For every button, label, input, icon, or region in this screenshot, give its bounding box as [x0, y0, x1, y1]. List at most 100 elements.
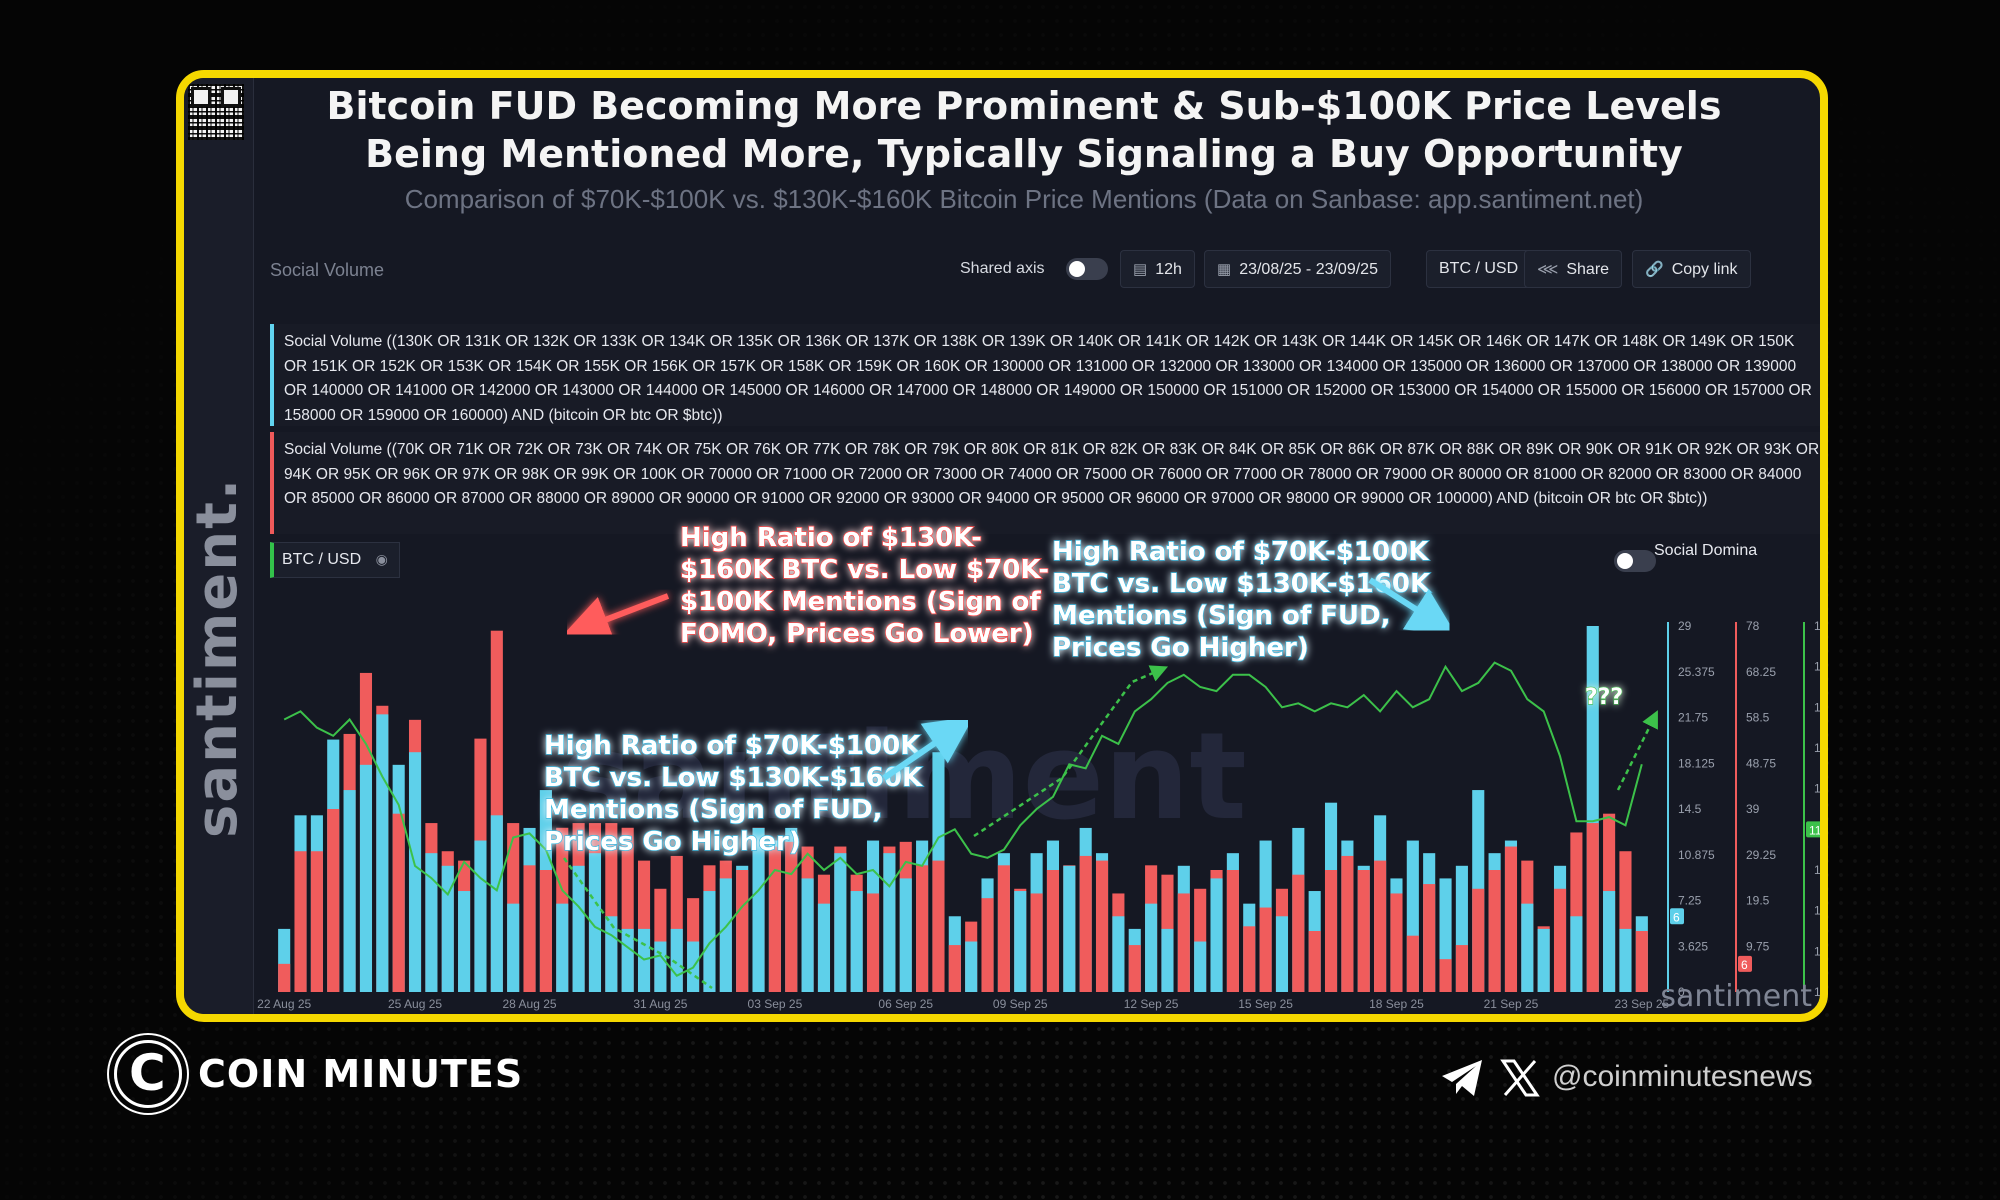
coinminutes-logo-text: COIN MINUTES: [198, 1052, 524, 1096]
x-tick-label-1: 25 Aug 25: [388, 997, 442, 1011]
axis-tick-blue-8: 0: [1678, 985, 1685, 999]
arrow-fud-top: [1368, 577, 1457, 635]
bar-blue-10: [441, 865, 454, 992]
bar-blue-45: [1014, 891, 1027, 992]
bar-red-55: [1177, 893, 1190, 992]
bar-red-40: [932, 860, 945, 992]
annotation-fomo-line-2: $100K Mentions (Sign of: [680, 587, 1041, 617]
bar-blue-20: [605, 916, 618, 992]
copy-link-button[interactable]: 🔗 Copy link: [1632, 250, 1751, 288]
bar-blue-54: [1161, 928, 1174, 992]
annotation-fud-mid-line-2: Mentions (Sign of FUD,: [544, 795, 883, 825]
annotation-fud-top-line-2: Mentions (Sign of FUD,: [1052, 601, 1391, 631]
bar-blue-35: [850, 891, 863, 992]
bar-red-74: [1488, 870, 1501, 992]
bar-red-2: [310, 851, 323, 992]
qr-code: [188, 84, 244, 140]
annotation-fomo-line-1: $160K BTC vs. Low $70K-: [680, 555, 1049, 585]
bar-blue-81: [1603, 891, 1616, 992]
bar-blue-26: [703, 891, 716, 992]
x-tick-label-11: 23 Sep 25: [1614, 997, 1669, 1011]
axis-tick-price-3: 114K: [1814, 741, 1820, 755]
bar-blue-42: [965, 941, 978, 992]
axis-current-badge-price: [1806, 821, 1820, 838]
axis-tick-red-2: 58.5: [1746, 711, 1770, 725]
bar-red-3: [327, 809, 340, 992]
bar-blue-77: [1537, 928, 1550, 992]
bar-red-7: [392, 813, 405, 992]
title-line-2: Being Mentioned More, Typically Signalin…: [365, 132, 1683, 176]
annotation-fud-mid: High Ratio of $70K-$100K BTC vs. Low $130…: [544, 731, 923, 857]
bar-blue-19: [588, 853, 602, 992]
bar-red-50: [1095, 860, 1109, 992]
bar-blue-82: [1619, 928, 1632, 992]
bar-red-49: [1079, 855, 1092, 992]
x-tick-label-8: 15 Sep 25: [1238, 997, 1293, 1011]
bar-red-66: [1357, 870, 1370, 992]
axis-current-value-red: 6: [1741, 958, 1748, 972]
coin-c-icon: C: [129, 1044, 166, 1102]
social-dominance-label: Social Domina: [1654, 542, 1758, 559]
dashed-trend-future: [1616, 710, 1658, 791]
bar-red-70: [1423, 884, 1436, 992]
query-red-series[interactable]: Social Volume ((70K OR 71K OR 72K OR 73K…: [270, 432, 1820, 534]
social-dominance-toggle[interactable]: [1614, 550, 1656, 572]
bar-blue-9: [425, 853, 438, 992]
axis-tick-price-0: 117K: [1814, 619, 1820, 633]
bar-blue-5: [359, 764, 373, 992]
bar-red-36: [866, 893, 880, 992]
bar-blue-32: [801, 878, 814, 992]
dashed-trend-up: [973, 665, 1169, 838]
bar-red-64: [1324, 870, 1338, 992]
shared-axis-toggle[interactable]: [1066, 258, 1108, 280]
bar-blue-37: [883, 853, 896, 992]
x-tick-label-5: 06 Sep 25: [878, 997, 933, 1011]
date-range-label: 23/08/25 - 23/09/25: [1239, 261, 1378, 278]
axis-current-value-blue: 6: [1673, 910, 1680, 924]
btc-usd-tag-label: BTC / USD: [282, 551, 362, 568]
share-button[interactable]: ⋘ Share: [1524, 250, 1623, 288]
bar-red-62: [1292, 874, 1305, 992]
annotation-fud-mid-line-3: Prices Go Higher): [544, 827, 801, 857]
pair-button[interactable]: BTC / USD: [1426, 250, 1532, 288]
page-subtitle: Comparison of $70K-$100K vs. $130K-$160K…: [404, 184, 1644, 214]
axis-tick-red-1: 68.25: [1746, 665, 1776, 679]
bar-blue-14: [507, 903, 520, 992]
bar-red-80: [1586, 823, 1599, 992]
share-icon: ⋘: [1537, 261, 1559, 278]
annotation-fud-top-line-0: High Ratio of $70K-$100K: [1052, 537, 1429, 567]
bar-red-72: [1455, 945, 1468, 992]
annotation-fud-mid-line-0: High Ratio of $70K-$100K: [544, 731, 921, 761]
telegram-icon[interactable]: [1440, 1058, 1484, 1098]
eye-icon: ◉: [375, 551, 388, 567]
bar-blue-38: [899, 878, 912, 992]
bar-blue-13: [490, 815, 503, 992]
query-blue-series[interactable]: Social Volume ((130K OR 131K OR 132K OR …: [270, 324, 1820, 426]
axis-tick-blue-1: 25.375: [1678, 665, 1715, 679]
x-tick-label-3: 31 Aug 25: [633, 997, 687, 1011]
santiment-corner-logo: santiment: [1660, 979, 1812, 1014]
x-tick-label-0: 22 Aug 25: [257, 997, 311, 1011]
bar-blue-29: [752, 827, 765, 992]
bar-blue-61: [1275, 916, 1289, 992]
bar-red-78: [1553, 888, 1567, 992]
x-twitter-icon[interactable]: [1500, 1058, 1540, 1098]
calendar-icon: ▦: [1217, 261, 1232, 278]
bar-red-15: [523, 865, 536, 992]
bar-blue-4: [343, 790, 356, 992]
axis-current-badge-red: [1738, 955, 1752, 972]
interval-button[interactable]: ▤ 12h: [1120, 250, 1195, 288]
bar-blue-24: [670, 928, 683, 992]
btc-usd-tag[interactable]: BTC / USD ◉: [270, 542, 400, 578]
bar-red-31: [785, 841, 798, 992]
santiment-watermark: santiment: [561, 708, 1247, 847]
axis-tick-blue-5: 10.875: [1678, 848, 1715, 862]
bar-red-83: [1635, 931, 1648, 992]
bar-blue-18: [572, 865, 585, 992]
bar-blue-33: [817, 903, 831, 992]
bar-red-41: [948, 945, 961, 992]
bar-red-16: [539, 870, 552, 992]
annotation-fomo-line-3: FOMO, Prices Go Lower): [680, 619, 1034, 649]
date-range-button[interactable]: ▦ 23/08/25 - 23/09/25: [1204, 250, 1391, 288]
axis-tick-blue-7: 3.625: [1678, 939, 1708, 953]
